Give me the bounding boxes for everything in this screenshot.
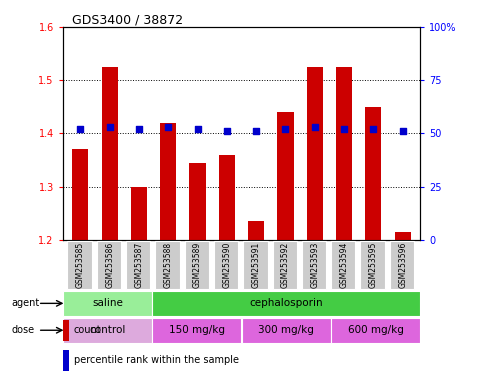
Text: GSM253592: GSM253592 [281, 242, 290, 288]
FancyBboxPatch shape [214, 241, 238, 289]
Point [340, 126, 348, 132]
FancyBboxPatch shape [272, 241, 297, 289]
FancyBboxPatch shape [243, 241, 268, 289]
Point [311, 124, 319, 130]
Point [106, 124, 114, 130]
FancyBboxPatch shape [390, 241, 414, 289]
Text: dose: dose [11, 325, 34, 335]
Text: GSM253590: GSM253590 [222, 242, 231, 288]
Bar [63, 349, 69, 371]
Text: 300 mg/kg: 300 mg/kg [258, 325, 314, 335]
Text: GSM253587: GSM253587 [134, 242, 143, 288]
Bar [277, 112, 294, 240]
FancyBboxPatch shape [156, 241, 180, 289]
Text: 150 mg/kg: 150 mg/kg [169, 325, 225, 335]
Text: count: count [73, 325, 101, 335]
FancyBboxPatch shape [63, 318, 152, 343]
Text: GSM253585: GSM253585 [76, 242, 85, 288]
Text: GSM253586: GSM253586 [105, 242, 114, 288]
Point [223, 128, 231, 134]
Point [164, 124, 172, 130]
Text: GSM253595: GSM253595 [369, 242, 378, 288]
Point [369, 126, 377, 132]
FancyBboxPatch shape [331, 241, 355, 289]
Point [252, 128, 260, 134]
FancyBboxPatch shape [153, 318, 241, 343]
FancyBboxPatch shape [185, 241, 209, 289]
Text: percentile rank within the sample: percentile rank within the sample [73, 355, 239, 365]
FancyBboxPatch shape [360, 241, 385, 289]
Text: 600 mg/kg: 600 mg/kg [348, 325, 403, 335]
Text: GSM253589: GSM253589 [193, 242, 202, 288]
Text: cephalosporin: cephalosporin [249, 298, 323, 308]
Bar [219, 155, 235, 240]
Text: GSM253594: GSM253594 [340, 242, 349, 288]
Point [399, 128, 407, 134]
Text: GDS3400 / 38872: GDS3400 / 38872 [72, 13, 184, 26]
Bar [248, 221, 264, 240]
Point [76, 126, 84, 132]
FancyBboxPatch shape [242, 318, 330, 343]
Bar [336, 67, 352, 240]
Bar [101, 67, 118, 240]
Point [282, 126, 289, 132]
Point [135, 126, 143, 132]
FancyBboxPatch shape [63, 291, 152, 316]
FancyBboxPatch shape [153, 291, 420, 316]
Bar [307, 67, 323, 240]
Text: GSM253588: GSM253588 [164, 242, 173, 288]
Bar [63, 319, 69, 341]
Text: control: control [89, 325, 126, 335]
FancyBboxPatch shape [126, 241, 150, 289]
FancyBboxPatch shape [302, 241, 326, 289]
Text: saline: saline [92, 298, 123, 308]
FancyBboxPatch shape [97, 241, 121, 289]
Text: GSM253593: GSM253593 [310, 242, 319, 288]
Text: GSM253591: GSM253591 [252, 242, 261, 288]
Bar [131, 187, 147, 240]
Bar [72, 149, 88, 240]
Bar [160, 123, 176, 240]
Text: agent: agent [11, 298, 40, 308]
FancyBboxPatch shape [331, 318, 420, 343]
Bar [365, 107, 382, 240]
Text: GSM253596: GSM253596 [398, 242, 407, 288]
Point [194, 126, 201, 132]
Bar [189, 163, 206, 240]
FancyBboxPatch shape [68, 241, 92, 289]
Bar [395, 232, 411, 240]
